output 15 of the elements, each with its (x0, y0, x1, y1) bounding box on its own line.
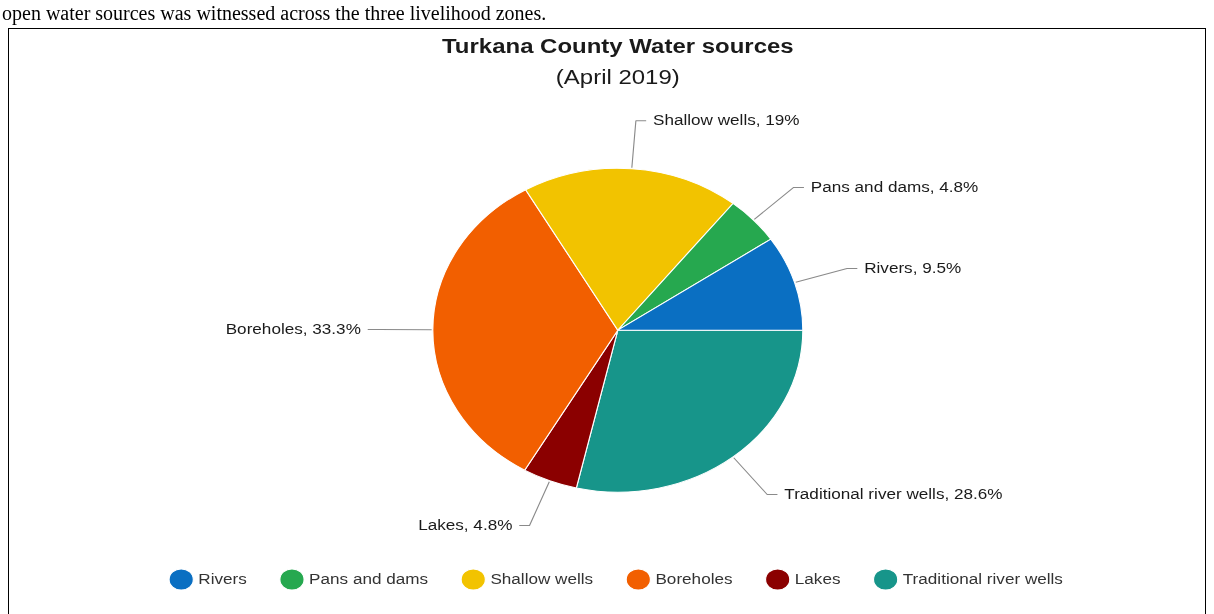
legend-label: Shallow wells (490, 569, 594, 587)
legend-label: Pans and dams (309, 569, 429, 587)
data-label: Rivers, 9.5% (864, 258, 962, 276)
data-label: Lakes, 4.8% (418, 515, 513, 533)
data-label: Traditional river wells, 28.6% (784, 484, 1003, 502)
legend-label: Lakes (794, 569, 841, 587)
data-label: Pans and dams, 4.8% (810, 177, 979, 195)
legend-label: Traditional river wells (902, 569, 1063, 587)
legend-label: Rivers (198, 569, 247, 587)
legend-label: Boreholes (655, 569, 733, 587)
chart-subtitle: (April 2019) (555, 64, 680, 89)
chart-title: Turkana County Water sources (441, 34, 794, 59)
data-label: Boreholes, 33.3% (225, 319, 361, 337)
data-label: Shallow wells, 19% (653, 110, 800, 128)
text: open water sources was witnessed across the three livelihood zones. (2, 1, 547, 25)
